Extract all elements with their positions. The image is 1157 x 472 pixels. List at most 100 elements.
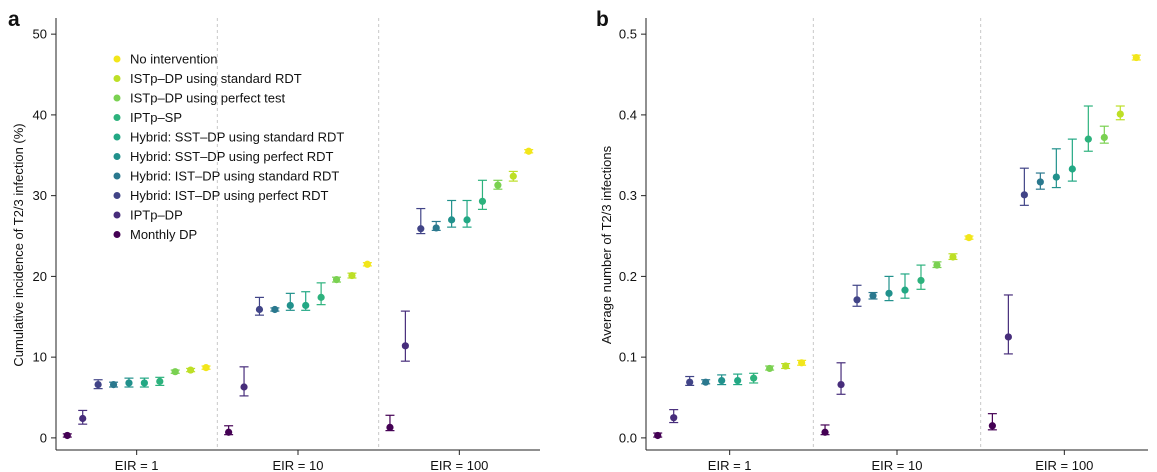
legend-label: IPTp–SP bbox=[130, 110, 182, 125]
panel-a-point-istp_perf bbox=[332, 276, 341, 284]
panel-b-point-iptp_sp bbox=[750, 374, 758, 382]
panel-b-y-tick-label: 0.1 bbox=[619, 350, 637, 365]
legend-item: Monthly DP bbox=[113, 227, 197, 242]
panel-a-point-ist_std bbox=[109, 380, 118, 389]
panel-a-point-monthly bbox=[63, 431, 71, 440]
legend-label: ISTp–DP using perfect test bbox=[130, 91, 286, 106]
legend-marker bbox=[113, 231, 121, 238]
panel-a-point-sst_std bbox=[463, 216, 471, 224]
panel-b-point-istp_perf bbox=[1100, 133, 1108, 142]
panel-a-errorbar-iptp_dp bbox=[239, 366, 249, 397]
panel-b-point-istp_std bbox=[949, 253, 957, 261]
legend-item: Hybrid: SST–DP using perfect RDT bbox=[113, 149, 334, 164]
panel-b-point-istp_std bbox=[1116, 110, 1124, 118]
panel-b-point-iptp_sp bbox=[1084, 135, 1092, 143]
panel-b-point-monthly bbox=[821, 428, 829, 436]
panel-a-point-ist_perf bbox=[417, 225, 425, 233]
panel-a-chart: a Cumulative incidence of T2/3 infection… bbox=[8, 8, 540, 472]
panel-a-point-iptp_sp bbox=[156, 377, 164, 385]
panel-a-y-tick-label: 20 bbox=[33, 269, 47, 284]
panel-a-point-iptp_sp bbox=[317, 293, 325, 301]
legend-item: No intervention bbox=[113, 52, 217, 67]
legend-marker bbox=[113, 94, 121, 102]
legend-item: Hybrid: IST–DP using perfect RDT bbox=[113, 188, 328, 203]
panel-b-errorbar-sst_std bbox=[900, 273, 910, 299]
panel-b-y-tick-label: 0.5 bbox=[619, 27, 637, 42]
legend-item: ISTp–DP using perfect test bbox=[113, 91, 286, 106]
legend-label: Hybrid: IST–DP using perfect RDT bbox=[130, 188, 328, 203]
panel-b-point-ist_perf bbox=[853, 296, 861, 304]
panel-b-point-none bbox=[798, 359, 806, 367]
panel-a-x-tick-label: EIR = 10 bbox=[273, 458, 324, 472]
panel-b-point-sst_std bbox=[1068, 165, 1076, 173]
panel-a-point-none bbox=[525, 147, 533, 155]
panel-a-y-tick-label: 0 bbox=[40, 430, 47, 445]
legend-marker bbox=[113, 55, 121, 63]
panel-b-point-sst_std bbox=[901, 286, 909, 294]
panel-b-x-tick-label: EIR = 10 bbox=[872, 458, 923, 472]
legend-label: Monthly DP bbox=[130, 227, 197, 242]
panel-a-y-tick-label: 40 bbox=[33, 107, 47, 122]
panel-a-point-iptp_dp bbox=[240, 383, 248, 391]
legend-item: ISTp–DP using standard RDT bbox=[113, 71, 302, 86]
panel-b-point-ist_std bbox=[1036, 178, 1044, 186]
panel-b-y-tick-label: 0.4 bbox=[619, 107, 637, 122]
panel-a-point-iptp_sp bbox=[478, 197, 487, 205]
panel-b-x-tick-label: EIR = 1 bbox=[708, 458, 752, 472]
panel-b-letter: b bbox=[596, 8, 609, 31]
panel-b-point-monthly bbox=[988, 422, 996, 430]
legend-label: Hybrid: SST–DP using standard RDT bbox=[130, 130, 344, 145]
legend-item: IPTp–DP bbox=[113, 208, 183, 223]
legend-marker bbox=[113, 75, 121, 82]
panel-a-point-ist_std bbox=[432, 224, 440, 232]
panel-b-point-iptp_dp bbox=[1004, 333, 1012, 341]
panel-b-point-sst_perf bbox=[718, 376, 726, 385]
panel-b-point-sst_perf bbox=[1052, 173, 1060, 181]
panel-a-y-tick-label: 30 bbox=[33, 188, 47, 203]
panel-b-errorbar-iptp_dp bbox=[836, 362, 846, 395]
panel-a-point-monthly bbox=[386, 423, 394, 431]
panel-b-errorbar-sst_std bbox=[1067, 138, 1077, 182]
panel-a-x-tick-label: EIR = 1 bbox=[115, 458, 159, 472]
panel-b-chart: b Average number of T2/3 infections 0.0 0… bbox=[596, 8, 1148, 472]
legend-marker bbox=[113, 133, 121, 141]
panel-a-point-sst_std bbox=[140, 379, 148, 387]
panel-a-point-ist_perf bbox=[94, 380, 102, 389]
panel-a-point-istp_perf bbox=[494, 181, 502, 189]
panel-a-point-istp_perf bbox=[171, 368, 179, 376]
legend-label: No intervention bbox=[130, 52, 217, 67]
panel-b-point-ist_std bbox=[869, 292, 877, 300]
legend-label: IPTp–DP bbox=[130, 208, 183, 223]
panel-b-point-iptp_sp bbox=[917, 276, 925, 285]
panel-b-point-none bbox=[1132, 53, 1140, 62]
legend-label: Hybrid: IST–DP using standard RDT bbox=[130, 169, 339, 184]
panel-b-errorbar-iptp_dp bbox=[1003, 294, 1013, 355]
legend-item: Hybrid: IST–DP using standard RDT bbox=[113, 169, 339, 184]
panel-a-point-sst_std bbox=[302, 301, 310, 310]
panel-a-x-tick-label: EIR = 100 bbox=[430, 458, 488, 472]
panel-a-point-iptp_dp bbox=[79, 414, 87, 423]
panel-a-point-istp_std bbox=[187, 366, 195, 374]
panel-b-point-none bbox=[965, 234, 973, 242]
panel-b-errorbar-sst_perf bbox=[884, 275, 894, 302]
panel-b-y-tick-label: 0.0 bbox=[619, 430, 637, 445]
panel-b-point-iptp_dp bbox=[670, 414, 678, 422]
panel-a-point-istp_std bbox=[348, 271, 356, 280]
legend: No intervention ISTp–DP using standard RD… bbox=[113, 52, 344, 242]
panel-b-y-tick-label: 0.2 bbox=[619, 269, 637, 284]
panel-b-errorbar-ist_perf bbox=[1019, 167, 1029, 206]
panel-b-point-ist_perf bbox=[1020, 191, 1028, 199]
panel-b-point-iptp_dp bbox=[837, 380, 845, 389]
panel-a-errorbar-iptp_dp bbox=[400, 310, 410, 362]
panel-a-point-ist_std bbox=[271, 305, 279, 314]
panel-a-point-sst_perf bbox=[286, 301, 294, 310]
legend-marker bbox=[113, 153, 121, 160]
legend-item: IPTp–SP bbox=[113, 110, 182, 125]
panel-b-point-ist_std bbox=[702, 378, 710, 386]
panel-b-point-istp_perf bbox=[933, 261, 941, 269]
panel-a-letter: a bbox=[8, 8, 20, 31]
legend-item: Hybrid: SST–DP using standard RDT bbox=[113, 130, 344, 145]
panel-b-point-sst_perf bbox=[885, 289, 893, 297]
panel-b-y-axis-title: Average number of T2/3 infections bbox=[599, 145, 614, 344]
